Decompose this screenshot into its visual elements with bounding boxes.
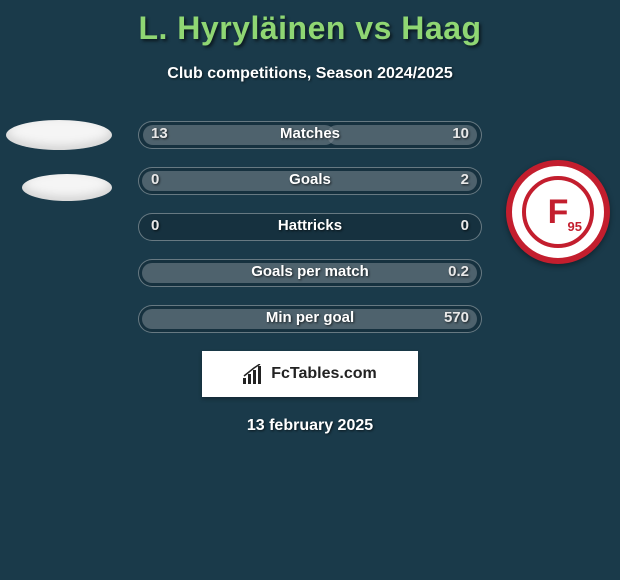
stat-label: Goals per match — [139, 263, 481, 280]
stat-value-right: 2 — [461, 171, 469, 188]
stat-row: Goals per match0.2 — [138, 259, 482, 287]
page-title: L. Hyryläinen vs Haag — [0, 0, 620, 47]
player-left-logo — [0, 110, 112, 201]
stat-label: Goals — [139, 171, 481, 188]
ellipse-shape — [22, 174, 112, 201]
stat-row: 13Matches10 — [138, 121, 482, 149]
stat-label: Hattricks — [139, 217, 481, 234]
footer-date: 13 february 2025 — [0, 417, 620, 435]
stat-row: Min per goal570 — [138, 305, 482, 333]
stat-label: Min per goal — [139, 309, 481, 326]
season-subtitle: Club competitions, Season 2024/2025 — [0, 65, 620, 83]
stat-value-right: 10 — [452, 125, 469, 142]
stat-value-right: 570 — [444, 309, 469, 326]
club-badge: F 95 — [506, 160, 610, 264]
badge-letter: F — [548, 195, 569, 229]
stat-label: Matches — [139, 125, 481, 142]
brand-box[interactable]: FcTables.com — [202, 351, 418, 397]
badge-number: 95 — [568, 219, 582, 234]
bar-chart-icon — [243, 364, 265, 384]
stat-value-right: 0.2 — [448, 263, 469, 280]
stats-container: 13Matches100Goals20Hattricks0Goals per m… — [138, 121, 482, 333]
club-badge-inner: F 95 — [522, 176, 594, 248]
ellipse-shape — [6, 120, 112, 150]
stat-value-right: 0 — [461, 217, 469, 234]
player-right-logo: F 95 — [506, 160, 620, 264]
stat-row: 0Hattricks0 — [138, 213, 482, 241]
stat-row: 0Goals2 — [138, 167, 482, 195]
brand-text: FcTables.com — [271, 365, 377, 383]
